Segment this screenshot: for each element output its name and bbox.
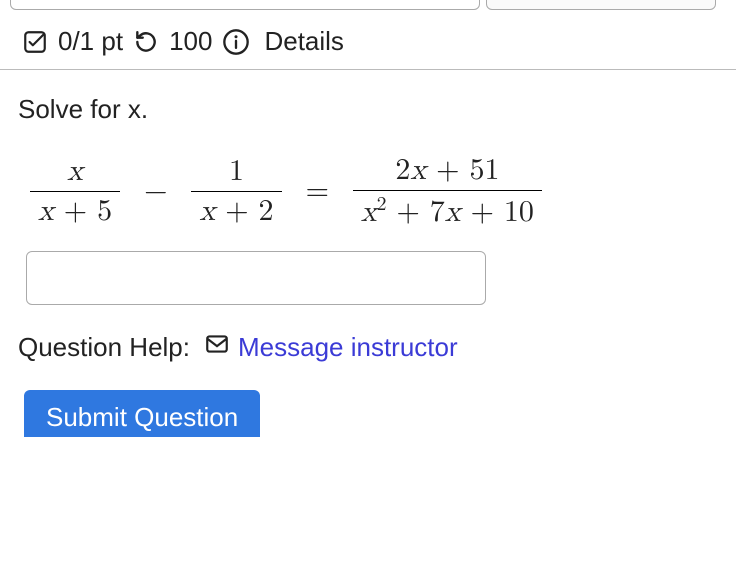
equation: x x + 5 − 1 x + 2 = 2x + 51 x2 + 7x + 10 xyxy=(30,153,718,229)
answer-input[interactable] xyxy=(26,251,486,305)
next-control-stub xyxy=(486,0,716,10)
help-label: Question Help: xyxy=(18,332,190,363)
info-icon[interactable] xyxy=(222,28,250,56)
details-label[interactable]: Details xyxy=(264,26,343,57)
equals-op: = xyxy=(306,173,329,209)
score-text: 0/1 pt xyxy=(58,26,123,57)
top-toolbar-stub xyxy=(0,0,736,16)
message-instructor-link[interactable]: Message instructor xyxy=(204,331,458,364)
retry-icon xyxy=(133,29,159,55)
fraction-2: 1 x + 2 xyxy=(191,154,281,228)
question-prompt: Solve for x. xyxy=(18,94,718,125)
checkbox-icon xyxy=(22,29,48,55)
mail-icon xyxy=(204,331,230,364)
question-header: 0/1 pt 100 Details xyxy=(0,16,736,70)
question-help-row: Question Help: Message instructor xyxy=(18,331,718,364)
question-body: Solve for x. x x + 5 − 1 x + 2 = 2x + 51… xyxy=(0,70,736,437)
submit-label: Submit Question xyxy=(46,402,238,432)
submit-button[interactable]: Submit Question xyxy=(24,390,260,437)
fraction-1: x x + 5 xyxy=(30,154,120,228)
prev-control-stub xyxy=(10,0,480,10)
fraction-3: 2x + 51 x2 + 7x + 10 xyxy=(353,153,542,229)
minus-op: − xyxy=(144,173,167,209)
attempts-text: 100 xyxy=(169,26,212,57)
message-instructor-label: Message instructor xyxy=(238,332,458,363)
